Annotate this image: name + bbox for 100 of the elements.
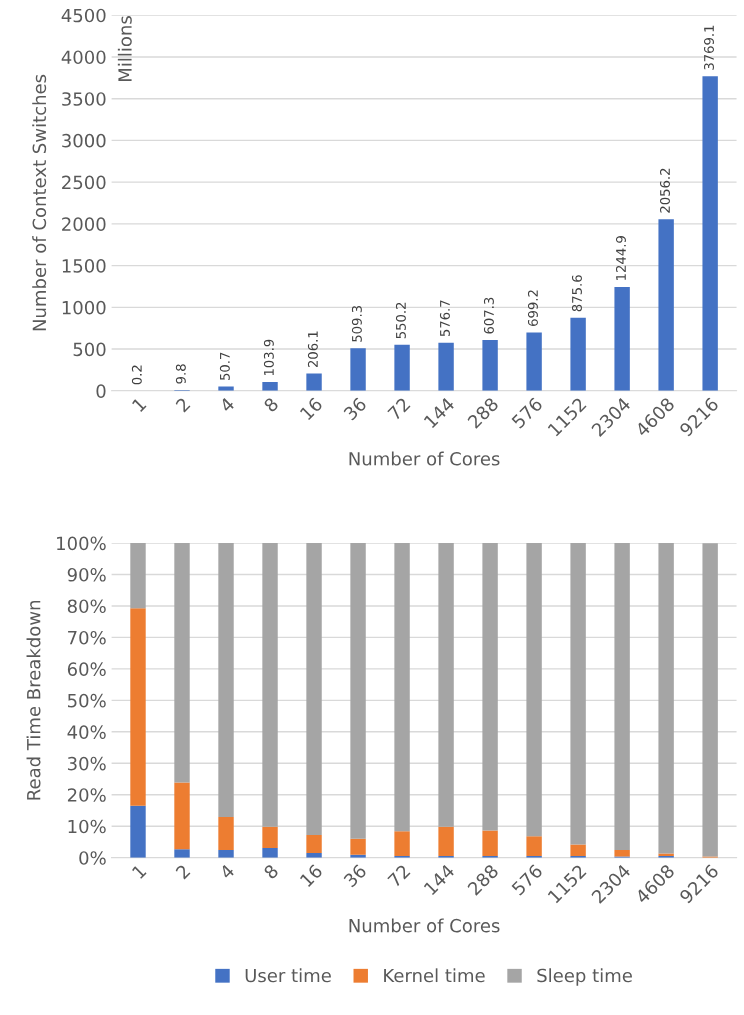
bar <box>614 286 630 391</box>
data-label: 509.3 <box>351 306 362 342</box>
legend-label: Sleep time <box>537 968 632 986</box>
y-tick-label: 0 <box>96 384 106 398</box>
bar <box>350 348 366 391</box>
x-tick-label: 8 <box>263 863 280 880</box>
bar <box>658 219 674 391</box>
x-axis-title: Number of Cores <box>349 918 500 933</box>
bar <box>394 344 410 391</box>
data-label: 9.8 <box>175 364 186 384</box>
x-axis-title: Number of Cores <box>349 451 500 466</box>
bar <box>306 835 322 853</box>
bar <box>614 850 630 857</box>
x-tick-label: 4 <box>218 396 236 413</box>
y-tick-label: 90% <box>67 567 106 582</box>
y-tick-label: 1000 <box>62 300 106 315</box>
x-tick-label: 2 <box>175 864 191 880</box>
x-tick-label: 16 <box>299 396 324 421</box>
data-label: 550.2 <box>395 302 406 339</box>
y-tick-label: 10% <box>68 819 106 834</box>
x-tick-label: 36 <box>343 396 368 421</box>
bar <box>174 543 190 783</box>
legend-label: User time <box>245 968 331 983</box>
bar <box>218 543 234 818</box>
x-tick-label: 1 <box>131 397 147 413</box>
bar <box>174 782 190 850</box>
x-tick-label: 8 <box>263 396 280 413</box>
bar <box>702 76 718 391</box>
bar <box>570 543 586 845</box>
data-label: 576.7 <box>439 300 450 337</box>
bar <box>130 543 146 609</box>
data-label: 607.3 <box>483 297 494 334</box>
data-label: 0.2 <box>131 365 142 385</box>
bar <box>262 847 278 858</box>
x-tick-label: 1 <box>131 864 147 879</box>
bar <box>526 543 542 837</box>
bar <box>614 543 630 851</box>
y-tick-label: 60% <box>67 662 106 676</box>
data-label: 206.1 <box>307 331 318 368</box>
bar <box>130 805 146 858</box>
y-tick-label: 4000 <box>61 50 106 65</box>
y-tick-label: 100% <box>57 536 106 551</box>
bar <box>526 836 542 857</box>
data-label: 50.7 <box>219 352 230 380</box>
data-label: 2056.2 <box>659 168 670 213</box>
y-tick-label: 1500 <box>62 259 106 273</box>
bar <box>394 543 410 832</box>
y-axis-title: Number of Context Switches <box>32 74 47 331</box>
data-label: 875.6 <box>571 275 582 312</box>
y-tick-label: 2500 <box>62 175 106 190</box>
y-axis-title: Read Time Breakdown <box>26 601 41 800</box>
data-label: 699.2 <box>527 290 538 326</box>
bar <box>438 826 454 857</box>
bar <box>702 543 718 857</box>
x-tick-label: 144 <box>423 863 456 896</box>
bar <box>570 844 586 857</box>
bar <box>482 340 498 391</box>
y-tick-label: 80% <box>67 599 106 614</box>
bar <box>306 373 322 391</box>
y-tick-label: 3500 <box>62 92 106 106</box>
bar <box>262 826 278 848</box>
bar <box>130 608 146 806</box>
x-tick-label: 2 <box>175 397 191 413</box>
y-tick-label: 20% <box>67 788 106 802</box>
bar <box>262 382 278 391</box>
bar <box>570 317 586 391</box>
bar <box>526 332 542 391</box>
y-tick-label: 4500 <box>61 8 106 23</box>
bar <box>482 830 498 857</box>
bar <box>658 543 674 854</box>
y-tick-label: 0% <box>79 851 106 865</box>
y-tick-label: 30% <box>67 756 106 771</box>
data-label: 3769.1 <box>704 25 714 70</box>
data-label: 1244.9 <box>615 236 626 280</box>
bar <box>394 831 410 857</box>
bar <box>482 543 498 831</box>
annotation: Millions <box>117 16 132 81</box>
bar <box>350 838 366 855</box>
bar <box>218 850 234 858</box>
bar <box>306 543 322 836</box>
bar <box>262 543 278 827</box>
bar <box>350 543 366 839</box>
bar <box>174 849 190 858</box>
x-tick-label: 36 <box>343 863 368 888</box>
data-label: 103.9 <box>263 339 274 376</box>
bar <box>438 543 454 827</box>
legend-label: Kernel time <box>384 968 485 983</box>
x-tick-label: 144 <box>423 396 456 429</box>
x-tick-label: 72 <box>387 397 411 421</box>
y-tick-label: 40% <box>67 725 106 739</box>
y-tick-label: 2000 <box>62 217 106 231</box>
x-tick-label: 16 <box>299 863 324 888</box>
y-tick-label: 50% <box>68 693 106 708</box>
bar <box>218 817 234 851</box>
y-tick-label: 70% <box>68 630 106 645</box>
x-tick-label: 72 <box>387 864 411 888</box>
y-tick-label: 3000 <box>62 133 106 148</box>
y-tick-label: 500 <box>73 342 106 357</box>
bar <box>438 342 454 391</box>
x-tick-label: 4 <box>218 863 236 880</box>
